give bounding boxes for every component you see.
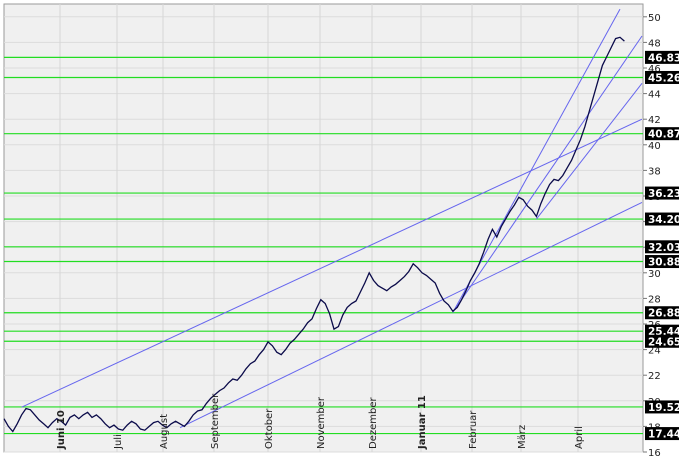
trend-line [21, 118, 643, 408]
level-value-label: 24.65 [648, 336, 681, 348]
level-label-box [645, 306, 679, 320]
trend-line [179, 201, 643, 429]
x-axis-tick-labels: Juni 10 Juli August September Oktober Novembe… [56, 393, 585, 450]
level-value-label: 30.88 [648, 257, 681, 269]
level-label-box [645, 212, 679, 226]
level-label-box [645, 255, 679, 269]
level-label-box [645, 50, 679, 64]
level-label-box [645, 334, 679, 348]
support-resistance-lines [4, 56, 643, 435]
x-tick-label: September [210, 393, 221, 449]
level-value-label: 26.88 [648, 308, 681, 320]
level-value-label: 17.44 [648, 429, 681, 441]
x-tick-label: Dezember [368, 397, 379, 449]
x-tick-label: Oktober [264, 408, 275, 449]
trend-lines [21, 8, 643, 429]
level-value-label: 32.03 [648, 242, 681, 254]
y-tick-label: 46 [648, 64, 661, 75]
level-label-box [645, 400, 679, 414]
plot-background [3, 3, 644, 453]
level-value-labels: 46.83 45.26 40.87 36.23 34.20 32.03 30.88 26.88… [645, 50, 681, 441]
x-tick-label: November [316, 396, 327, 449]
level-value-label: 36.23 [648, 188, 681, 200]
month-separators [59, 4, 579, 452]
y-tick-label: 40 [648, 141, 661, 152]
trend-line [452, 35, 643, 313]
level-value-label: 46.83 [648, 52, 681, 64]
trend-line [536, 83, 643, 220]
level-value-label: 40.87 [648, 129, 681, 141]
level-label-box [645, 427, 679, 441]
trend-line [452, 8, 621, 313]
level-label-box [645, 127, 679, 141]
x-tick-label: April [574, 426, 585, 449]
gridlines [4, 16, 647, 453]
y-tick-label: 22 [648, 371, 661, 382]
y-tick-label: 42 [648, 115, 661, 126]
price-series [3, 36, 625, 433]
y-tick-label: 16 [648, 448, 661, 459]
y-tick-label: 28 [648, 294, 661, 305]
x-tick-label: Januar 11 [417, 395, 428, 450]
level-value-label: 19.52 [648, 402, 681, 414]
x-tick-label: Februar [468, 410, 479, 449]
price-line [3, 36, 625, 433]
x-tick-label: August [159, 414, 170, 449]
y-tick-label: 50 [648, 13, 661, 24]
y-tick-label: 48 [648, 38, 661, 49]
y-tick-label: 44 [648, 90, 661, 101]
level-label-box [645, 324, 679, 338]
x-tick-label: Juni 10 [56, 410, 67, 450]
x-tick-label: Juli [113, 434, 124, 450]
x-tick-label: März [517, 425, 528, 449]
y-tick-label: 24 [648, 346, 661, 357]
level-value-label: 45.26 [648, 72, 681, 84]
level-label-box [645, 70, 679, 84]
y-tick-label: 38 [648, 166, 661, 177]
level-label-box [645, 240, 679, 254]
y-tick-label: 30 [648, 269, 661, 280]
level-value-label: 34.20 [648, 214, 681, 226]
level-label-box [645, 186, 679, 200]
